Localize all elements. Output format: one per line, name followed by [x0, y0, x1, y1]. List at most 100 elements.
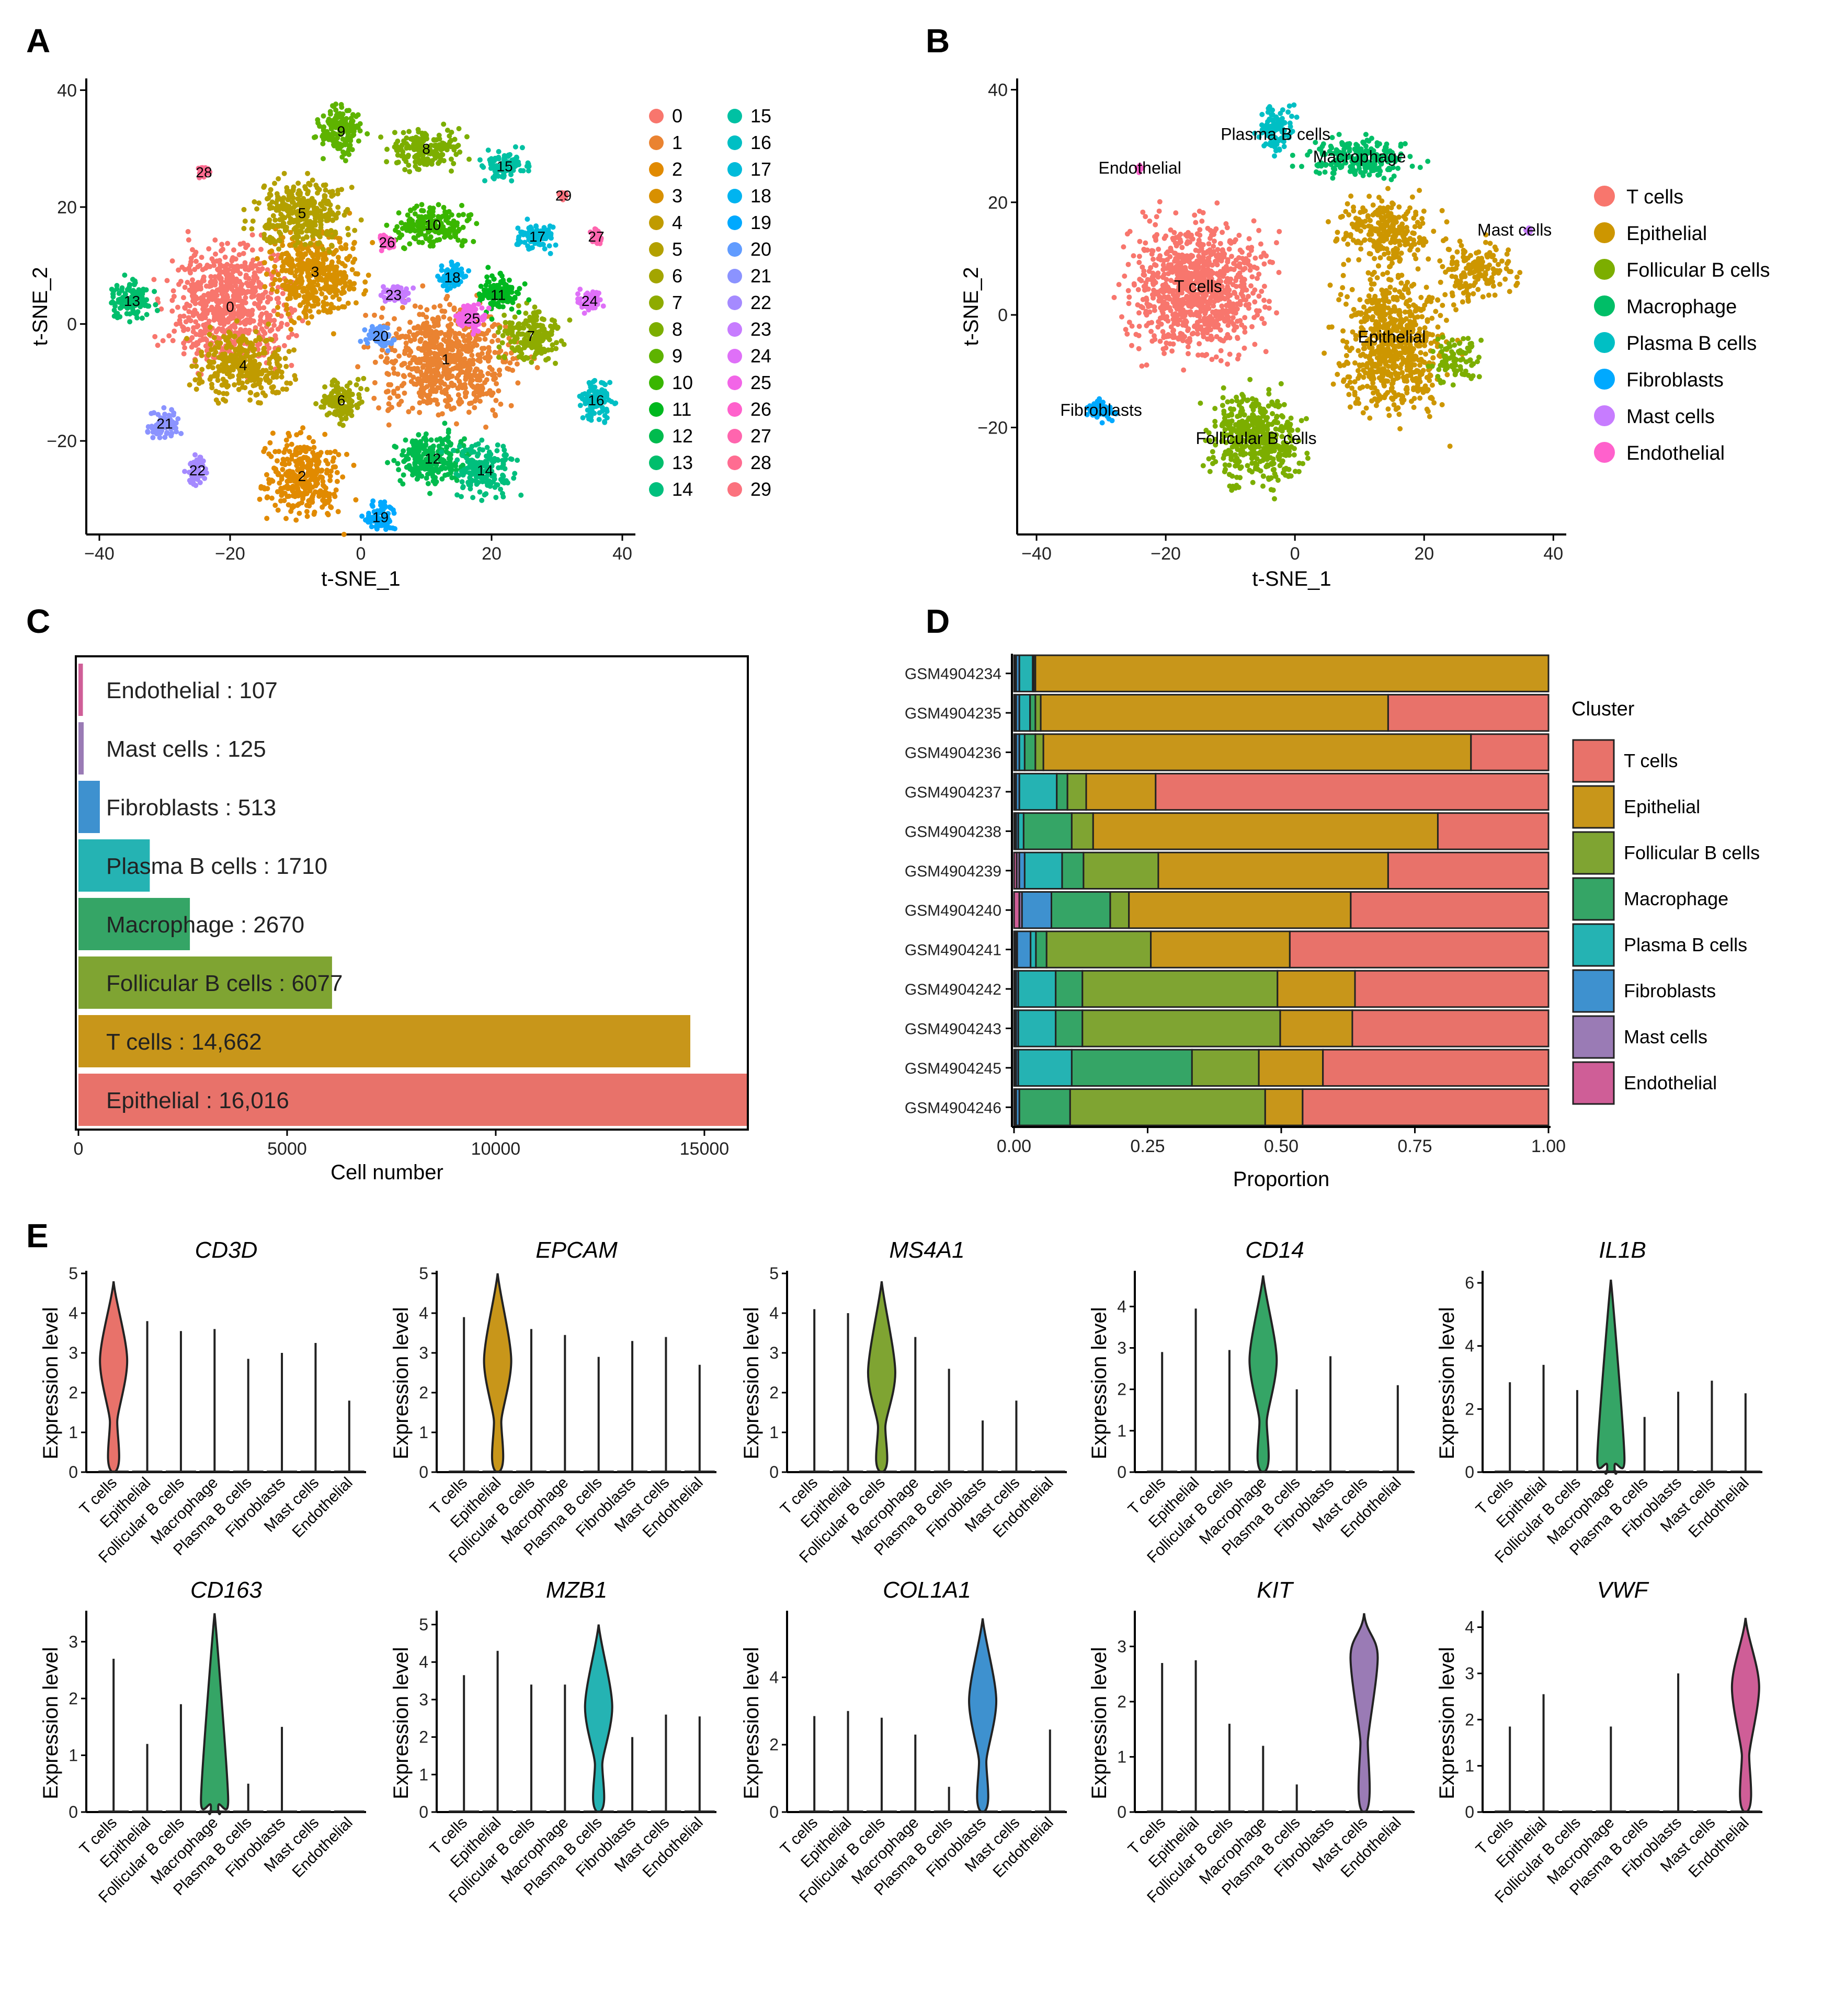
- panel-a-point: [321, 198, 326, 204]
- panel-a-point: [238, 361, 244, 367]
- panel-a-point: [288, 230, 293, 235]
- panel-a-point: [474, 453, 480, 459]
- panel-a-point: [498, 486, 504, 492]
- panel-a-point: [287, 292, 293, 298]
- panel-a-point: [444, 367, 450, 373]
- panel-a-point: [453, 332, 459, 337]
- panel-a-point: [445, 460, 451, 466]
- panel-a-point: [408, 379, 414, 384]
- panel-a-point: [290, 199, 296, 205]
- panel-a-point: [336, 278, 341, 283]
- panel-a-point: [181, 295, 186, 301]
- panel-a-point: [266, 345, 272, 351]
- panel-a-point: [445, 435, 451, 440]
- panel-a-point: [272, 503, 278, 508]
- panel-a-point: [362, 279, 368, 285]
- panel-a-point: [414, 476, 420, 482]
- panel-a-point: [289, 441, 294, 447]
- panel-a-point: [348, 408, 354, 414]
- panel-a-point: [297, 192, 303, 198]
- panel-a-point: [284, 188, 290, 193]
- panel-a-point: [326, 411, 332, 416]
- panel-a-point: [323, 182, 328, 188]
- panel-a-point: [512, 144, 518, 150]
- panel-a-point: [335, 255, 341, 260]
- panel-a-point: [384, 146, 390, 152]
- panel-a-point: [385, 321, 391, 327]
- panel-a-point: [331, 331, 336, 337]
- panel-a-point: [286, 196, 291, 202]
- panel-a-y-tick-label: −20: [47, 431, 77, 451]
- panel-a-point: [339, 187, 345, 192]
- panel-a-point: [502, 354, 507, 359]
- panel-a-point: [324, 468, 330, 473]
- panel-a-point: [316, 309, 322, 315]
- panel-a-point: [518, 492, 524, 498]
- panel-a-point: [523, 319, 529, 324]
- panel-a-point: [335, 204, 341, 210]
- panel-a-point: [475, 301, 481, 307]
- panel-a-point: [378, 354, 384, 359]
- panel-a-point: [416, 432, 422, 438]
- panel-a-point: [502, 281, 507, 287]
- panel-a-point: [361, 344, 367, 350]
- panel-a-point: [314, 269, 320, 274]
- panel-a-point: [511, 475, 517, 481]
- panel-a-point: [602, 419, 608, 425]
- panel-a-point: [484, 445, 490, 450]
- panel-a-point: [335, 305, 341, 311]
- panel-a-point: [187, 262, 193, 268]
- panel-a-point: [322, 193, 328, 199]
- panel-a-point: [482, 380, 487, 385]
- panel-a-point: [308, 241, 313, 246]
- panel-a-point: [400, 481, 406, 487]
- panel-a-point: [215, 305, 221, 311]
- panel-a-point: [215, 378, 221, 383]
- panel-a-point: [299, 500, 304, 506]
- panel-a-point: [261, 232, 267, 237]
- panel-a-point: [414, 368, 420, 374]
- panel-a-point: [198, 315, 203, 321]
- panel-a-point: [282, 226, 288, 232]
- panel-a-point: [265, 267, 270, 272]
- panel-a-point: [487, 365, 493, 370]
- panel-a-point: [497, 367, 503, 373]
- panel-a-point: [402, 289, 407, 295]
- panel-a-point: [283, 516, 289, 521]
- panel-a-point: [400, 225, 405, 231]
- panel-a-point: [510, 332, 515, 338]
- panel-a-point: [532, 304, 538, 310]
- panel-a-point: [219, 242, 225, 247]
- panel-a-point: [283, 437, 289, 443]
- panel-a-point: [364, 386, 370, 392]
- panel-a-point: [219, 291, 225, 297]
- panel-a-point: [444, 445, 450, 450]
- panel-a-point: [402, 374, 407, 379]
- panel-a-point: [358, 217, 364, 223]
- panel-a-point: [143, 302, 149, 308]
- panel-a-point: [350, 246, 356, 252]
- panel-a-point: [305, 223, 311, 228]
- panel-a-point: [314, 248, 320, 254]
- panel-a-point: [494, 381, 499, 386]
- panel-a-point: [200, 276, 206, 282]
- panel-a-point: [236, 338, 242, 344]
- panel-a-point: [213, 312, 219, 318]
- panel-a-point: [318, 450, 324, 455]
- panel-a-point: [302, 242, 308, 247]
- panel-a-point: [366, 513, 371, 519]
- panel-a-point: [419, 130, 425, 136]
- panel-a-point: [323, 458, 329, 463]
- panel-a-point: [207, 324, 213, 330]
- panel-a-point: [320, 262, 326, 268]
- panel-a-point: [392, 443, 397, 449]
- panel-a-point: [542, 246, 548, 252]
- panel-a-point: [201, 306, 207, 312]
- panel-a-point: [449, 168, 454, 174]
- panel-a-point: [209, 347, 214, 352]
- panel-a-point: [543, 357, 549, 363]
- panel-a-point: [316, 261, 322, 267]
- panel-a-point: [169, 258, 175, 264]
- panel-a-point: [420, 208, 426, 214]
- panel-a-point: [201, 310, 207, 316]
